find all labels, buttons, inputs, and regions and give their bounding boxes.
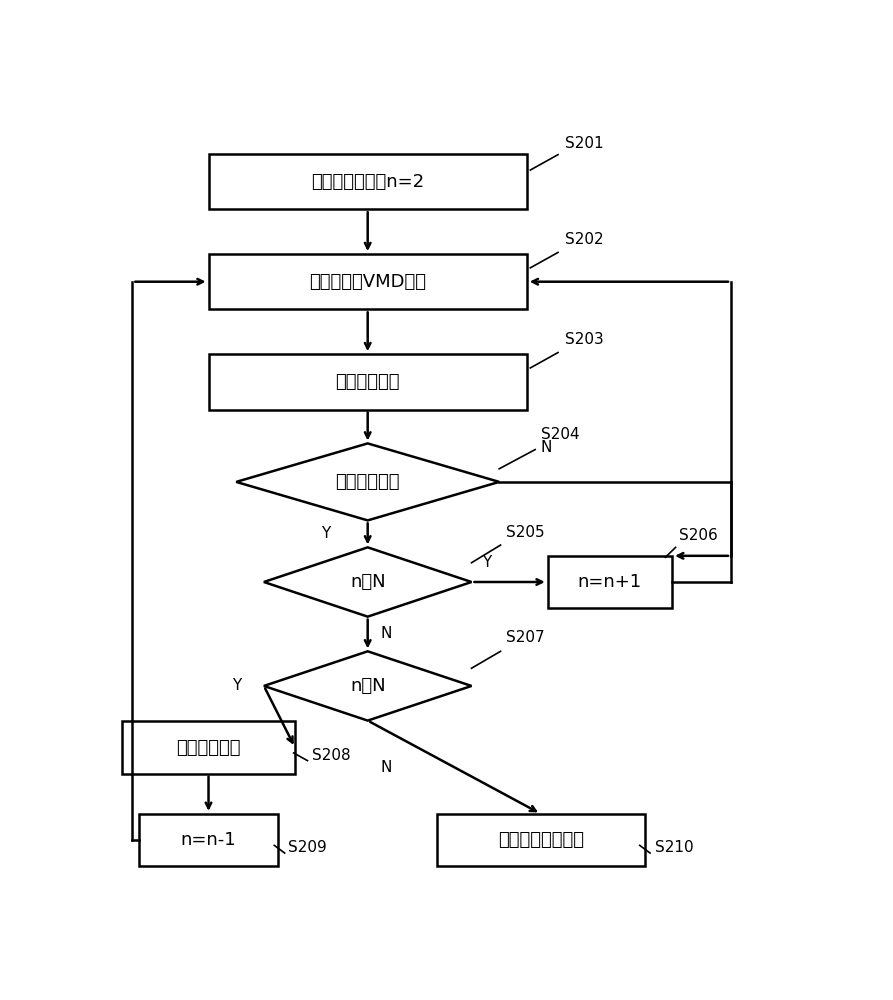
Text: S209: S209 (288, 840, 327, 855)
Text: N: N (380, 626, 391, 641)
Text: S202: S202 (565, 232, 604, 247)
Text: n=n+1: n=n+1 (578, 573, 642, 591)
Polygon shape (264, 651, 472, 721)
Bar (139, 814, 278, 866)
Bar (209, 254, 527, 309)
Text: n＜N: n＜N (350, 573, 386, 591)
Text: N: N (541, 440, 552, 455)
Text: S205: S205 (506, 525, 545, 540)
Text: S206: S206 (679, 528, 718, 544)
Text: 计算相关系数: 计算相关系数 (336, 373, 400, 391)
Text: 对信号进行VMD分解: 对信号进行VMD分解 (309, 273, 426, 291)
Text: S207: S207 (506, 630, 545, 645)
Text: n＞N: n＞N (350, 677, 386, 695)
Bar (547, 556, 672, 608)
Text: N: N (380, 760, 391, 775)
Text: S203: S203 (565, 332, 604, 347)
Text: 模态分量重构: 模态分量重构 (176, 739, 241, 757)
Text: n=n-1: n=n-1 (180, 831, 237, 849)
Text: 得到信号分解结果: 得到信号分解结果 (497, 831, 584, 849)
Bar (437, 814, 645, 866)
Bar (122, 721, 295, 774)
Bar (209, 354, 527, 410)
Text: S210: S210 (655, 840, 694, 855)
Polygon shape (236, 443, 499, 520)
Text: S204: S204 (541, 427, 580, 442)
Text: S201: S201 (565, 136, 604, 151)
Text: S208: S208 (313, 748, 351, 763)
Polygon shape (264, 547, 472, 617)
Text: 初始化模态数量n=2: 初始化模态数量n=2 (311, 173, 424, 191)
Text: 相关系数递减: 相关系数递减 (336, 473, 400, 491)
Text: Y: Y (321, 526, 330, 541)
Text: Y: Y (231, 678, 241, 693)
Bar (209, 154, 527, 209)
Text: Y: Y (482, 555, 491, 570)
